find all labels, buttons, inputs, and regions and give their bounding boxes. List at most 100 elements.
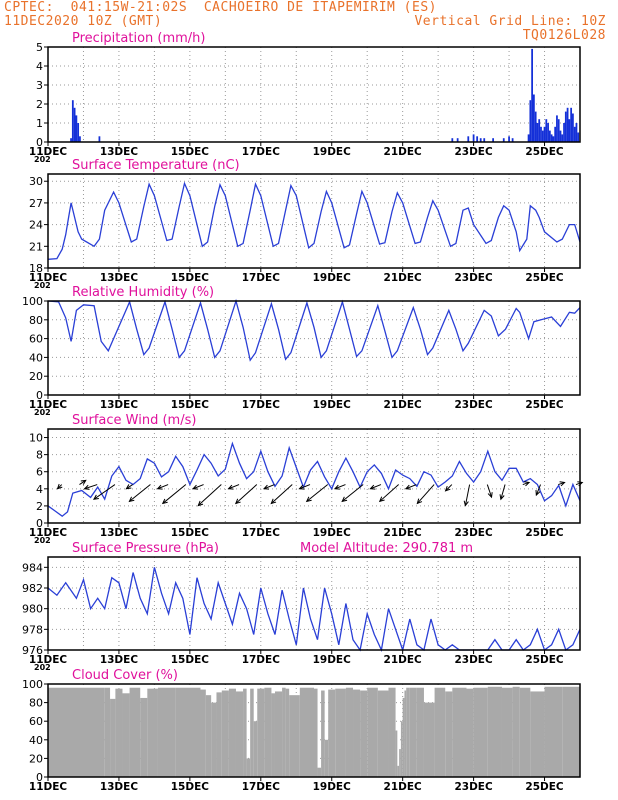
- wind-vector-head: [499, 494, 505, 501]
- wind-vector: [197, 484, 222, 506]
- cloud-area-segment: [271, 693, 275, 777]
- wind-vector-head: [369, 484, 376, 490]
- y-tick-label: 984: [22, 561, 43, 574]
- x-year-stub: 202: [34, 408, 51, 417]
- wind-vector: [464, 484, 471, 506]
- y-tick-label: 0: [36, 517, 43, 530]
- precip-bar: [566, 107, 569, 142]
- wind-vector-head: [333, 484, 340, 490]
- x-tick-label: 17DEC: [242, 781, 281, 793]
- cloud-area-segment: [399, 749, 401, 777]
- y-tick-label: 0: [36, 136, 43, 149]
- wind-vector: [379, 484, 399, 502]
- wind-vector-head: [197, 500, 204, 507]
- cloud-area-segment: [367, 687, 378, 777]
- cloud-area-segment: [314, 688, 318, 777]
- cloud-area-segment: [544, 686, 563, 777]
- cloud-area-segment: [402, 697, 405, 777]
- wind-vector: [486, 484, 493, 498]
- cloud-area-segment: [221, 690, 229, 777]
- wind-vector-head: [524, 481, 531, 487]
- wind-vector-head: [156, 484, 163, 490]
- precip-bar: [511, 138, 514, 142]
- cloud-area-segment: [473, 687, 488, 777]
- precip-bar: [527, 134, 530, 142]
- precip-bar: [554, 126, 557, 142]
- cloud-area-segment: [321, 690, 325, 777]
- x-tick-label: 13DEC: [100, 272, 139, 284]
- precip-bar: [533, 94, 535, 142]
- wind-vector: [535, 484, 541, 496]
- precip-bar: [71, 100, 74, 142]
- x-tick-label: 11DEC: [29, 146, 68, 158]
- panel-title-rh: Relative Humidity (%): [72, 285, 214, 300]
- cloud-area-segment: [406, 687, 410, 777]
- x-tick-label: 23DEC: [454, 527, 493, 539]
- wind-vector: [306, 484, 329, 502]
- x-tick-label: 25DEC: [525, 781, 564, 793]
- precip-bar: [73, 107, 76, 142]
- x-tick-label: 21DEC: [384, 781, 423, 793]
- precip-bar: [502, 138, 505, 142]
- y-tick-label: 976: [22, 644, 43, 657]
- precip-bar: [536, 123, 539, 142]
- cloud-area-segment: [562, 686, 580, 777]
- cloud-area-segment: [377, 690, 389, 777]
- panel-title-wind: Surface Wind (m/s): [72, 413, 196, 428]
- precip-bar: [557, 119, 560, 142]
- cloud-area-segment: [487, 686, 502, 777]
- y-tick-label: 982: [22, 582, 43, 595]
- cloud-area-segment: [282, 687, 286, 777]
- header-run-date: 11DEC2020 10Z (GMT): [4, 14, 163, 29]
- wind-vector: [79, 479, 87, 485]
- y-tick-label: 8: [36, 449, 43, 462]
- cloud-area-segment: [324, 739, 329, 777]
- cloud-area-segment: [400, 721, 403, 777]
- wind-vector-head: [378, 496, 385, 503]
- wind-vector-head: [535, 490, 541, 497]
- precip-bar: [543, 126, 546, 142]
- x-tick-label: 25DEC: [525, 654, 564, 666]
- y-tick-label: 20: [29, 752, 43, 765]
- x-tick-label: 17DEC: [242, 527, 281, 539]
- cloud-area-segment: [228, 688, 236, 777]
- wind-vector-head: [416, 498, 423, 505]
- panel-title-cloud: Cloud Cover (%): [72, 668, 178, 683]
- x-tick-label: 25DEC: [525, 399, 564, 411]
- model-altitude-label: Model Altitude: 290.781 m: [300, 541, 473, 556]
- x-year-stub: 202: [34, 281, 51, 290]
- x-tick-label: 21DEC: [384, 399, 423, 411]
- x-tick-label: 11DEC: [29, 781, 68, 793]
- y-tick-label: 30: [29, 175, 43, 188]
- y-tick-label: 3: [36, 79, 43, 92]
- cloud-area-segment: [299, 687, 314, 777]
- wind-vector: [126, 484, 133, 490]
- header-model-id: TQ0126L028: [522, 28, 606, 43]
- x-tick-label: 15DEC: [171, 399, 210, 411]
- wind-vector: [270, 484, 293, 504]
- x-tick-label: 23DEC: [454, 654, 493, 666]
- precip-bar: [529, 100, 532, 142]
- wind-vector: [334, 484, 346, 490]
- precip-bar: [476, 136, 479, 142]
- x-tick-label: 17DEC: [242, 272, 281, 284]
- x-tick-label: 15DEC: [171, 527, 210, 539]
- y-tick-label: 0: [36, 771, 43, 784]
- cloud-area-segment: [175, 687, 201, 777]
- wind-vector: [129, 484, 151, 502]
- wind-vector-head: [270, 498, 277, 505]
- x-tick-label: 15DEC: [171, 654, 210, 666]
- y-tick-label: 4: [36, 483, 43, 496]
- precip-bar: [540, 126, 542, 142]
- x-tick-label: 13DEC: [100, 781, 139, 793]
- x-tick-label: 21DEC: [384, 146, 423, 158]
- y-tick-label: 978: [22, 623, 43, 636]
- y-tick-label: 80: [29, 314, 43, 327]
- x-tick-label: 23DEC: [454, 781, 493, 793]
- precip-bar: [545, 119, 548, 142]
- wind-vector-head: [125, 484, 132, 490]
- rh-series-line: [47, 298, 581, 362]
- x-tick-label: 11DEC: [29, 654, 68, 666]
- precip-bar: [534, 111, 537, 142]
- cloud-area-segment: [250, 688, 254, 777]
